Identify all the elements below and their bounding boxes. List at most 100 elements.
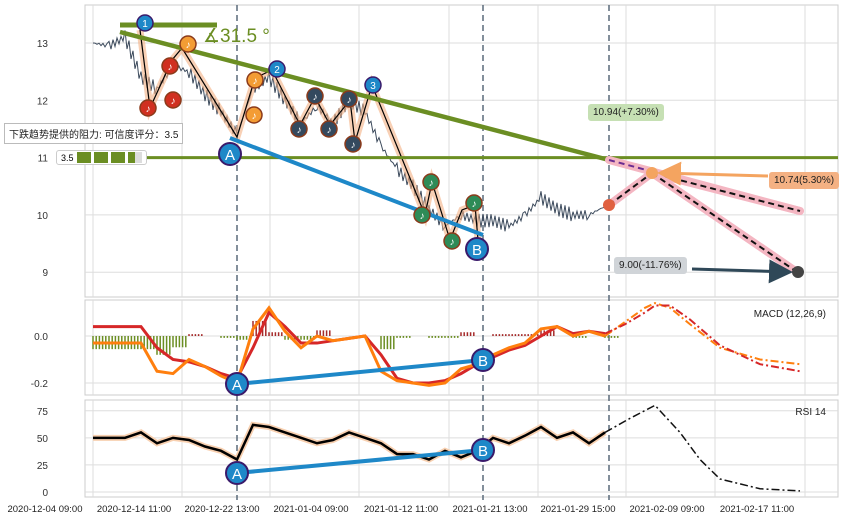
divergence-label: B: [472, 242, 482, 259]
music-note-icon: ♪: [351, 140, 356, 151]
divergence-marker: [218, 142, 242, 166]
rsi-title: RSI 14: [795, 407, 826, 418]
music-note-icon: ♪: [186, 40, 191, 51]
x-tick-label: 2021-01-21 13:00: [452, 504, 527, 515]
wave-number-label: 1: [142, 19, 148, 30]
support-trendline: [229, 136, 484, 237]
music-note-marker: [320, 120, 338, 138]
wave-number-marker: [268, 60, 286, 78]
y-tick-label: 11: [38, 154, 49, 165]
macd-divergence-line: [236, 358, 484, 386]
music-note-icon: ♪: [171, 96, 176, 107]
y-tick-label: 0.0: [34, 332, 48, 343]
forecast-label-mid: 10.74(5.30%): [769, 172, 840, 189]
music-note-marker: [139, 99, 157, 117]
forecast-arrow: [691, 259, 793, 284]
music-note-marker: [443, 232, 461, 250]
macd-panel: [92, 302, 801, 387]
divergence-label: A: [225, 147, 235, 164]
music-note-marker: [340, 90, 358, 108]
wave-number-label: 2: [274, 65, 280, 76]
x-tick-label: 2020-12-14 11:00: [97, 504, 171, 515]
rsi-glow: [93, 421, 607, 464]
macd-dif-forecast: [604, 302, 801, 366]
panel-frame: [84, 399, 839, 498]
panel-frame: [84, 299, 839, 396]
y-tick-label: 50: [37, 434, 49, 445]
wave-number-marker: [364, 76, 382, 94]
music-note-icon: ♪: [420, 211, 425, 222]
wave-number-marker: [136, 14, 154, 32]
divergence-marker: [225, 461, 249, 485]
music-note-icon: ♪: [313, 92, 318, 103]
x-tick-label: 2020-12-04 09:00: [7, 504, 82, 515]
forecast-low-marker: [792, 266, 804, 278]
divergence-marker: [465, 237, 489, 261]
rsi-line: [93, 423, 606, 462]
music-note-marker: [164, 91, 182, 109]
angle-label: ∡31.5 °: [203, 26, 270, 47]
music-note-marker: [413, 206, 431, 224]
music-note-icon: ♪: [168, 62, 173, 73]
divergence-label: A: [232, 466, 242, 483]
star-icon: [93, 152, 108, 163]
divergence-marker: [471, 438, 495, 462]
y-tick-label: 25: [37, 461, 49, 472]
resistance-callout: 下跌趋势提供的阻力: 可信度评分：3.5: [4, 123, 184, 144]
half-star-icon: [127, 152, 142, 163]
forecast-label-high: 10.94(+7.30%): [588, 104, 664, 121]
resistance-trendline: [119, 29, 610, 163]
divergence-label: B: [478, 353, 488, 370]
x-tick-label: 2021-01-29 15:00: [540, 504, 615, 515]
music-note-marker: [245, 106, 263, 124]
music-note-icon: ♪: [472, 199, 477, 210]
divergence-label: A: [232, 377, 242, 394]
music-note-marker: [344, 135, 362, 153]
score-legend: 3.5: [56, 150, 147, 165]
star-icon: [110, 152, 125, 163]
divergence-marker: [225, 372, 249, 396]
forecast-arrow: [657, 161, 769, 186]
music-note-icon: ♪: [429, 178, 434, 189]
star-icon: [76, 152, 91, 163]
current-price-marker: [603, 199, 615, 211]
macd-dea-forecast: [604, 304, 801, 373]
y-tick-label: 12: [37, 96, 49, 107]
score-value: 3.5: [61, 152, 74, 163]
music-note-icon: ♪: [297, 125, 302, 136]
music-note-icon: ♪: [327, 125, 332, 136]
rsi-divergence-line: [236, 448, 484, 475]
x-tick-label: 2021-02-09 09:00: [629, 504, 704, 515]
music-note-marker: [306, 87, 324, 105]
x-tick-label: 2021-02-17 11:00: [720, 504, 794, 515]
divergence-marker: [471, 348, 495, 372]
x-tick-label: 2021-01-12 11:00: [364, 504, 438, 515]
music-note-marker: [465, 194, 483, 212]
music-note-marker: [179, 35, 197, 53]
y-tick-label: 10: [37, 211, 49, 222]
rsi-forecast: [604, 404, 801, 492]
music-note-marker: [161, 57, 179, 75]
x-tick-label: 2021-01-04 09:00: [273, 504, 348, 515]
music-note-icon: ♪: [146, 104, 151, 115]
panel-frame: [84, 4, 839, 298]
music-note-marker: [246, 71, 264, 89]
forecast-mid-marker: [646, 167, 658, 179]
forecast-band: [648, 169, 801, 276]
y-tick-label: 9: [42, 268, 48, 279]
y-tick-label: 0: [42, 488, 48, 499]
music-note-icon: ♪: [253, 76, 258, 87]
x-tick-label: 2020-12-22 13:00: [184, 504, 259, 515]
macd-dif-line: [93, 305, 606, 387]
divergence-label: B: [478, 443, 488, 460]
music-note-marker: [422, 173, 440, 191]
music-note-marker: [290, 120, 308, 138]
rsi-panel: [93, 404, 801, 492]
y-tick-label: -0.2: [31, 379, 49, 390]
macd-title: MACD (12,26,9): [754, 309, 826, 320]
y-tick-label: 75: [37, 407, 49, 418]
annotations: ♪ ♪ ♪ ♪ ♪ ♪ ♪ ♪ ♪ ♪ ♪ ♪ ♪ ♪ ♪ 1 2 3 A B A B A B: [85, 14, 838, 485]
